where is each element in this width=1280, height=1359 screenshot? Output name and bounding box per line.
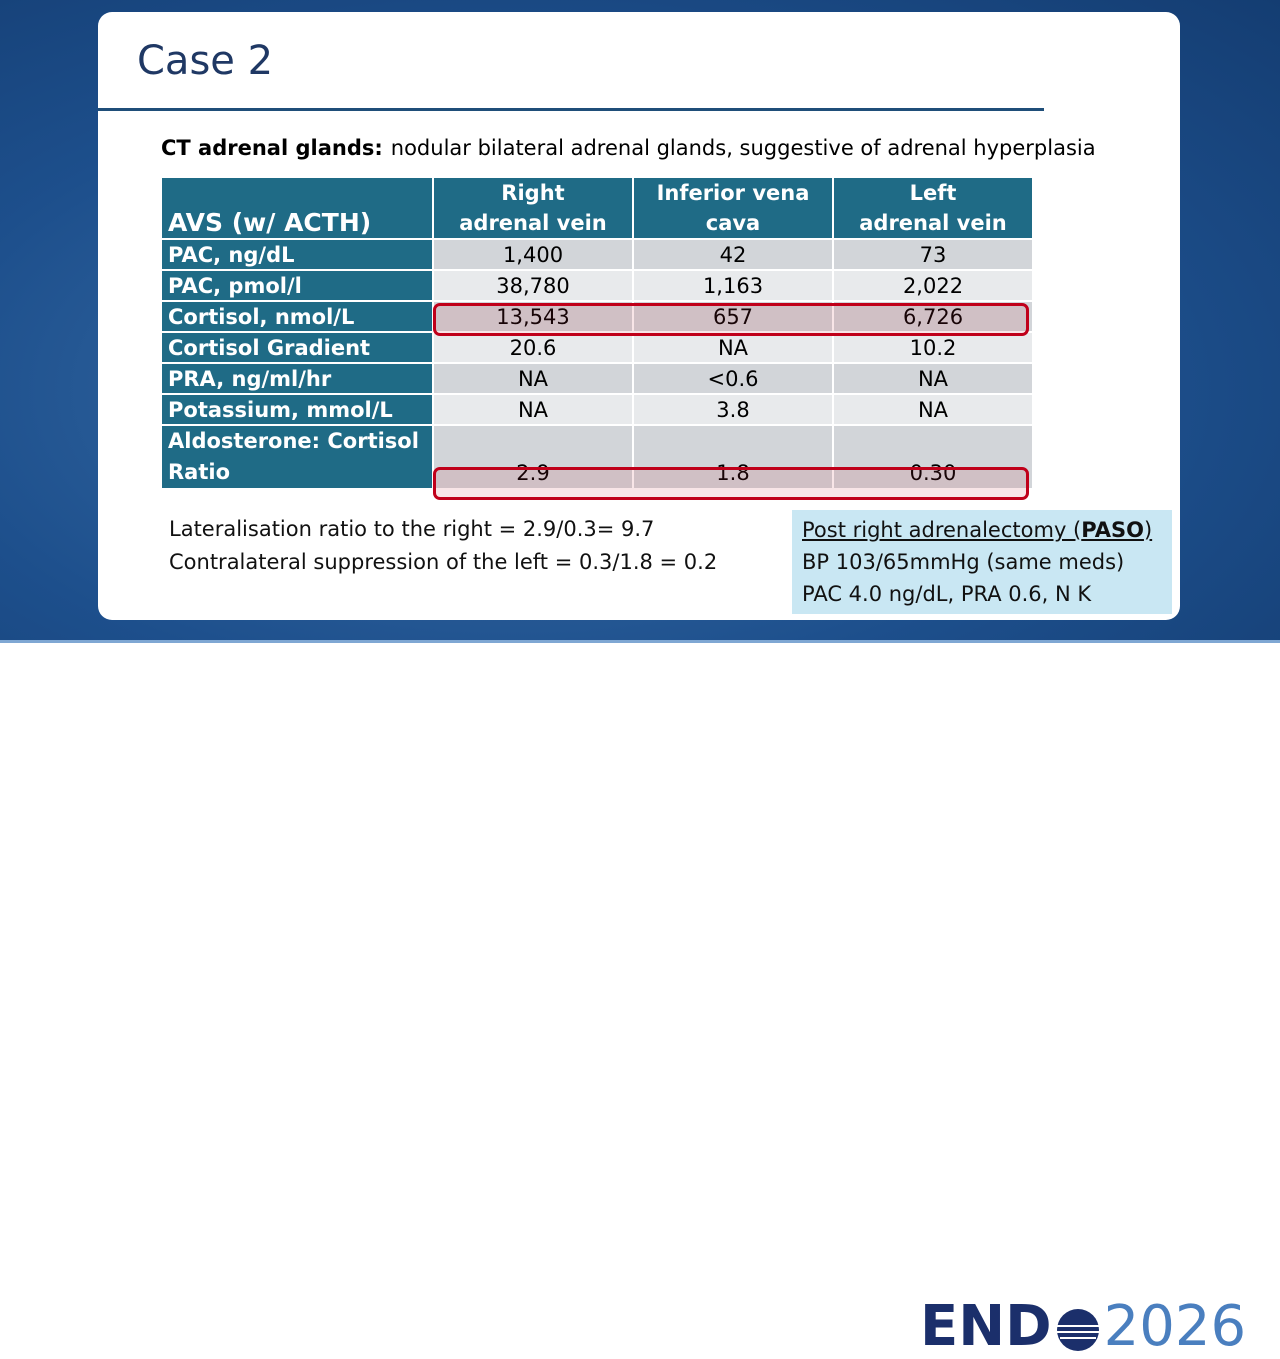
cell: 42 (632, 238, 834, 271)
table-row: Aldosterone: Cortisol Ratio 2.9 1.8 0.30 (160, 424, 1034, 490)
header-text: adrenal vein (459, 211, 607, 235)
outcome-title-bold: PASO (1081, 518, 1144, 542)
slide-card: Case 2 CT adrenal glands: nodular bilater… (98, 12, 1180, 620)
cell: NA (832, 393, 1034, 426)
header-text: AVS (w/ ACTH) (168, 208, 372, 237)
row-label: Potassium, mmol/L (160, 393, 434, 426)
header-text: adrenal vein (859, 211, 1007, 235)
cell: NA (632, 331, 834, 364)
header-text: Inferior vena (656, 181, 810, 205)
cell: 3.8 (632, 393, 834, 426)
note: Lateralisation ratio to the right = 2.9/… (169, 517, 655, 541)
row-label: Aldosterone: Cortisol Ratio (160, 424, 434, 490)
row-label: Cortisol, nmol/L (160, 300, 434, 333)
logo: END 2026 (920, 1295, 1246, 1359)
cell: NA (432, 362, 634, 395)
footer: END 2026 (0, 640, 1280, 1359)
cell: 1.8 (632, 424, 834, 490)
avs-table: AVS (w/ ACTH) Right adrenal vein Inferior… (160, 176, 1034, 490)
cell: 6,726 (832, 300, 1034, 333)
outcome-title: Post right adrenalectomy (PASO) (802, 514, 1162, 546)
header-cell: AVS (w/ ACTH) (160, 176, 434, 240)
highlight-box (433, 467, 1029, 500)
row-label: Cortisol Gradient (160, 331, 434, 364)
header-cell: Inferior vena cava (632, 176, 834, 240)
outcome-title-text: Post right adrenalectomy ( (802, 518, 1082, 542)
ct-text: nodular bilateral adrenal glands, sugges… (390, 136, 1096, 160)
logo-globe (1056, 1308, 1099, 1351)
cell: 2,022 (832, 269, 1034, 302)
table-row: Cortisol Gradient 20.6 NA 10.2 (160, 331, 1034, 364)
header-text: Left (909, 181, 957, 205)
header-cell: Left adrenal vein (832, 176, 1034, 240)
outcome-box: Post right adrenalectomy (PASO) BP 103/6… (792, 510, 1172, 614)
table-row: PAC, pmol/l 38,780 1,163 2,022 (160, 269, 1034, 302)
logo-right: 2026 (1103, 1294, 1247, 1359)
header-row: AVS (w/ ACTH) Right adrenal vein Inferior… (160, 176, 1034, 240)
row-label: PAC, pmol/l (160, 269, 434, 302)
cell: 73 (832, 238, 1034, 271)
cell: 2.9 (432, 424, 634, 490)
title-rule (98, 108, 1044, 111)
slide-title: Case 2 (137, 38, 274, 84)
table-row: Potassium, mmol/L NA 3.8 NA (160, 393, 1034, 426)
highlight-box (433, 303, 1029, 336)
header-text: Right (501, 181, 565, 205)
logo-left: END (920, 1294, 1052, 1359)
cell: 20.6 (432, 331, 634, 364)
table-row: Cortisol, nmol/L 13,543 657 6,726 (160, 300, 1034, 333)
cell: NA (832, 362, 1034, 395)
cell: 0.30 (832, 424, 1034, 490)
cell: 1,400 (432, 238, 634, 271)
outcome-line: BP 103/65mmHg (same meds) (802, 550, 1125, 574)
outcome-title-text: ) (1143, 518, 1153, 542)
cell: <0.6 (632, 362, 834, 395)
ct-note: CT adrenal glands: nodular bilateral adre… (161, 136, 1096, 160)
cell: NA (432, 393, 634, 426)
table-row: PRA, ng/ml/hr NA <0.6 NA (160, 362, 1034, 395)
ct-label: CT adrenal glands: (161, 136, 383, 160)
row-label: PRA, ng/ml/hr (160, 362, 434, 395)
header-cell: Right adrenal vein (432, 176, 634, 240)
cell: 10.2 (832, 331, 1034, 364)
cell: 1,163 (632, 269, 834, 302)
outcome-line: PAC 4.0 ng/dL, PRA 0.6, N K (802, 582, 1092, 606)
cell: 38,780 (432, 269, 634, 302)
note: Contralateral suppression of the left = … (169, 550, 718, 574)
row-label: PAC, ng/dL (160, 238, 434, 271)
header-text: cava (705, 211, 761, 235)
table-row: PAC, ng/dL 1,400 42 73 (160, 238, 1034, 271)
